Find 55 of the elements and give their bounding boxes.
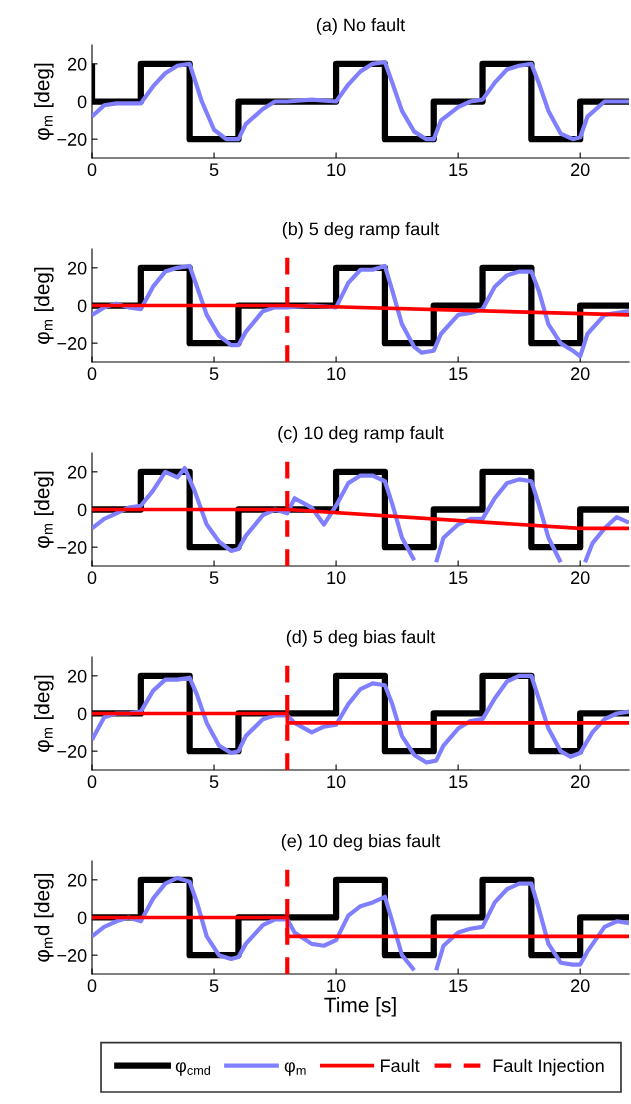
y-axis-title: φ$_{m}$ [deg] [34, 675, 54, 752]
y-tick-label: −20 [57, 541, 87, 554]
chart-title: (d) 5 deg bias fault [286, 630, 436, 647]
x-tick-label: 0 [87, 979, 97, 993]
x-tick-label: 15 [449, 367, 468, 381]
x-tick-label: 0 [87, 775, 97, 789]
x-tick-label: 0 [87, 571, 97, 585]
legend-label: φ$_{m}$ [284, 1062, 306, 1076]
x-tick-label: 5 [209, 367, 219, 381]
x-tick-label: 20 [571, 979, 590, 993]
x-tick-label: 15 [449, 571, 468, 585]
x-tick-label: 10 [327, 367, 346, 381]
x-tick-label: 20 [571, 367, 590, 381]
x-tick-label: 10 [327, 979, 346, 993]
x-tick-label: 0 [87, 163, 97, 177]
legend-label: Fault [381, 1058, 420, 1073]
legend-label: φ$_{cmd}$ [175, 1062, 210, 1076]
x-tick-label: 15 [449, 979, 468, 993]
y-axis-title: φ$_{m}$d [deg] [34, 873, 54, 962]
x-tick-label: 20 [571, 163, 590, 177]
y-tick-label: −20 [57, 337, 87, 350]
x-tick-label: 10 [327, 775, 346, 789]
chart-title: (b) 5 deg ramp fault [282, 222, 440, 239]
x-tick-label: 5 [209, 571, 219, 585]
y-tick-label: 20 [67, 873, 87, 887]
y-axis-title: φ$_{m}$ [deg] [34, 267, 54, 344]
y-tick-label: 0 [77, 911, 87, 925]
x-axis-title: Time [s] [324, 997, 396, 1017]
y-tick-label: 0 [77, 503, 87, 517]
y-tick-label: 20 [67, 669, 87, 683]
x-tick-label: 5 [209, 163, 219, 177]
x-tick-label: 0 [87, 367, 97, 381]
y-tick-label: 20 [67, 465, 87, 479]
chart-title: (a) No fault [316, 18, 406, 35]
y-tick-label: 20 [67, 57, 87, 71]
chart-title: (c) 10 deg ramp fault [278, 426, 444, 443]
x-tick-label: 15 [449, 163, 468, 177]
x-tick-label: 10 [327, 163, 346, 177]
y-tick-label: −20 [57, 745, 87, 758]
y-tick-label: 0 [77, 299, 87, 313]
chart-title: (e) 10 deg bias fault [281, 834, 441, 851]
x-tick-label: 5 [209, 775, 219, 789]
x-tick-label: 20 [571, 571, 590, 585]
x-tick-label: 20 [571, 775, 590, 789]
y-tick-label: 0 [77, 707, 87, 721]
y-axis-title: φ$_{m}$ [deg] [34, 63, 54, 140]
x-tick-label: 10 [327, 571, 346, 585]
y-tick-label: −20 [57, 949, 87, 962]
y-tick-label: −20 [57, 133, 87, 146]
x-tick-label: 15 [449, 775, 468, 789]
y-tick-label: 20 [67, 261, 87, 275]
y-axis-title: φ$_{m}$ [deg] [34, 471, 54, 548]
x-tick-label: 5 [209, 979, 219, 993]
legend-label: Fault Injection [493, 1058, 604, 1076]
y-tick-label: 0 [77, 95, 87, 109]
